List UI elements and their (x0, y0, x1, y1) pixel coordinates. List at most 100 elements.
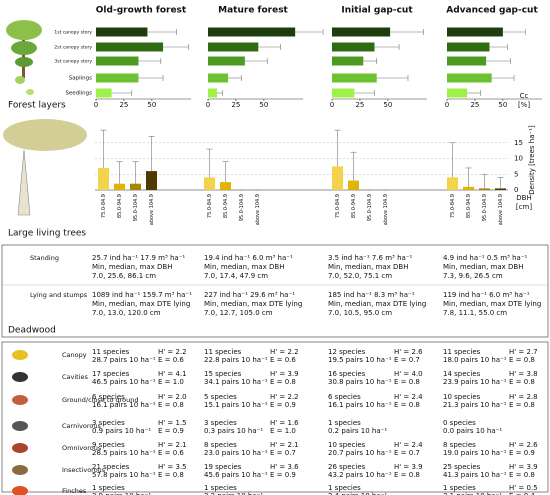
species-count: 15 species (204, 370, 242, 378)
species-count: 9 species (92, 441, 125, 449)
diversity-index: H' = 2.7 (509, 348, 538, 356)
diversity-index: H' = 2.0 (158, 393, 187, 401)
bar (348, 180, 359, 190)
layer-label: 2st canopy story (54, 45, 92, 51)
deadwood-text: 3.5 ind ha⁻¹ 7.6 m³ ha⁻¹ (328, 254, 412, 262)
x-tick-label: 75.0-84.9 (450, 194, 456, 218)
diversity-index: H' = 2.2 (270, 393, 299, 401)
bird-icon (12, 350, 28, 360)
species-count: 8 species (204, 441, 237, 449)
pair-density: 19.5 pairs 10 ha⁻¹ (328, 356, 392, 364)
panel-title: Deadwood (8, 326, 56, 336)
bar (332, 73, 377, 83)
x-tick-label: 0 (94, 101, 98, 109)
species-count: 3 species (204, 419, 237, 427)
deadwood-text: 7.0, 10.5, 95.0 cm (328, 309, 392, 317)
forest-illustration (6, 20, 42, 95)
diversity-index: H' = 4.0 (394, 370, 423, 378)
evenness-index: E = 0.8 (509, 401, 535, 409)
x-tick-label: 95.0-104.9 (133, 194, 139, 221)
pair-density: 22.8 pairs 10 ha⁻¹ (204, 356, 268, 364)
diversity-index: H' = 2.4 (394, 393, 423, 401)
species-count: 6 species (328, 393, 361, 401)
x-tick-label: 95.0-104.9 (239, 194, 245, 221)
pair-density: 3.9 pairs 10 ha⁻¹ (92, 492, 151, 495)
pair-density: 15.1 pairs 10 ha⁻¹ (204, 401, 268, 409)
species-count: 10 species (443, 393, 481, 401)
evenness-index: E = 0.7 (394, 449, 420, 457)
x-tick-label: 50 (498, 101, 507, 109)
diversity-index: H' = 2.6 (394, 348, 423, 356)
bar (204, 177, 215, 190)
pair-density: 0.0 pairs 10 ha⁻¹ (443, 427, 502, 435)
species-count: 1 species (204, 484, 237, 492)
bar (332, 166, 343, 190)
column-header: Old-growth forest (96, 6, 187, 16)
deadwood-text: 25.7 ind ha⁻¹ 17.9 m³ ha⁻¹ (92, 254, 185, 262)
row-label: Lying and stumps (30, 291, 88, 299)
species-count: 1 species (92, 484, 125, 492)
row-label: Standing (30, 254, 59, 262)
bar (98, 167, 109, 190)
species-count: 6 species (92, 393, 125, 401)
deadwood-text: Min, median, max DBH (92, 263, 173, 271)
x-axis-unit: [%] (518, 101, 530, 109)
pair-density: 3.2 pairs 10 ha⁻¹ (204, 492, 263, 495)
evenness-index: E = 0.8 (394, 378, 420, 386)
species-count: 12 species (328, 348, 366, 356)
x-axis-unit: [cm] (516, 203, 532, 211)
diversity-index: H' = 2.2 (158, 348, 187, 356)
bar (96, 73, 139, 83)
bar (208, 56, 245, 66)
pair-density: 19.0 pairs 10 ha⁻¹ (443, 449, 507, 457)
pair-density: 16.1 pairs 10 ha⁻¹ (328, 401, 392, 409)
bar (447, 56, 487, 66)
deadwood-text: 7.0, 25.6, 86.1 cm (92, 272, 156, 280)
diversity-index: H' = 3.9 (394, 463, 423, 471)
evenness-index: E = 0.8 (509, 471, 535, 479)
deadwood-text: 19.4 ind ha⁻¹ 6.0 m³ ha⁻¹ (204, 254, 293, 262)
panel-title: Large living trees (8, 229, 86, 239)
deadwood-text: 119 ind ha⁻¹ 6.0 m³ ha⁻¹ (443, 291, 530, 299)
species-count: 0 species (443, 419, 476, 427)
species-count: 14 species (443, 370, 481, 378)
x-tick-label: above 104.9 (383, 194, 389, 225)
bird-icon (12, 395, 28, 405)
bar (332, 27, 391, 37)
x-tick-label: 85.0-94.9 (351, 194, 357, 218)
x-tick-label: 95.0-104.9 (367, 194, 373, 221)
evenness-index: E = 0.8 (158, 401, 184, 409)
species-count: 1 species (443, 484, 476, 492)
x-axis-label: Cc (520, 92, 529, 100)
deadwood-text: 7.3, 9.6, 26.5 cm (443, 272, 503, 280)
x-tick-label: 50 (383, 101, 392, 109)
y-tick-label: 15 (514, 139, 523, 147)
x-tick-label: 50 (147, 101, 156, 109)
pair-density: 20.7 pairs 10 ha⁻¹ (328, 449, 392, 457)
evenness-index: E = 1.0 (158, 378, 184, 386)
deadwood-text: Min, median, max DTE lying (92, 300, 190, 308)
bar (495, 188, 506, 190)
deadwood-text: Min, median, max DTE lying (443, 300, 541, 308)
bird-icon (12, 465, 28, 475)
y-tick-label: 5 (514, 170, 518, 178)
deadwood-text: Min, median, max DBH (204, 263, 285, 271)
x-tick-label: 95.0-104.9 (482, 194, 488, 221)
pair-density: 46.5 pairs 10 ha⁻¹ (92, 378, 156, 386)
y-tick-label: 10 (514, 155, 523, 163)
y-tick-label: 0 (514, 186, 518, 194)
species-count: 1 species (328, 419, 361, 427)
bar (463, 186, 474, 190)
deadwood-text: Min, median, max DTE lying (204, 300, 302, 308)
diversity-index: H' = 2.2 (270, 348, 299, 356)
x-tick-label: 85.0-94.9 (117, 194, 123, 218)
evenness-index: E = 0.9 (509, 449, 535, 457)
bar (447, 27, 503, 37)
x-tick-label: above 104.9 (255, 194, 261, 225)
evenness-index: E = 0.8 (270, 378, 296, 386)
bar (130, 183, 141, 190)
bar (447, 177, 458, 190)
pair-density: 18.0 pairs 10 ha⁻¹ (443, 356, 507, 364)
pair-density: 28.7 pairs 10 ha⁻¹ (92, 356, 156, 364)
evenness-index: E = 0.9 (270, 401, 296, 409)
